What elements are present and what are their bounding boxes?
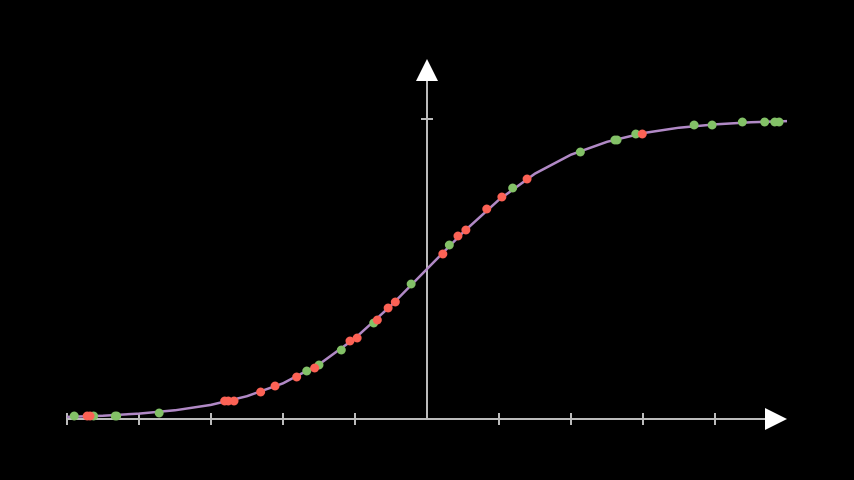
point [637,129,647,139]
point [406,279,416,289]
curve [66,119,788,419]
point [612,135,622,145]
y-axis-arrow [416,59,438,81]
point [689,120,699,130]
point [760,117,770,127]
point [482,204,492,214]
point [270,381,280,391]
point [497,192,507,202]
point [631,129,641,139]
point [256,387,266,397]
point [154,408,164,418]
point [292,372,302,382]
point [774,117,784,127]
point [69,411,79,421]
point [444,240,454,250]
point [575,147,585,157]
point [383,303,393,313]
point [352,333,362,343]
point [508,183,518,193]
point [438,249,448,259]
point [461,225,471,235]
point [453,231,463,241]
point [302,366,312,376]
point [737,117,747,127]
point [310,363,320,373]
point [372,315,382,325]
point [390,297,400,307]
point [345,336,355,346]
point [229,396,239,406]
point [707,120,717,130]
point [336,345,346,355]
point [522,174,532,184]
point [112,411,122,421]
x-axis-arrow [765,408,787,430]
point [85,411,95,421]
